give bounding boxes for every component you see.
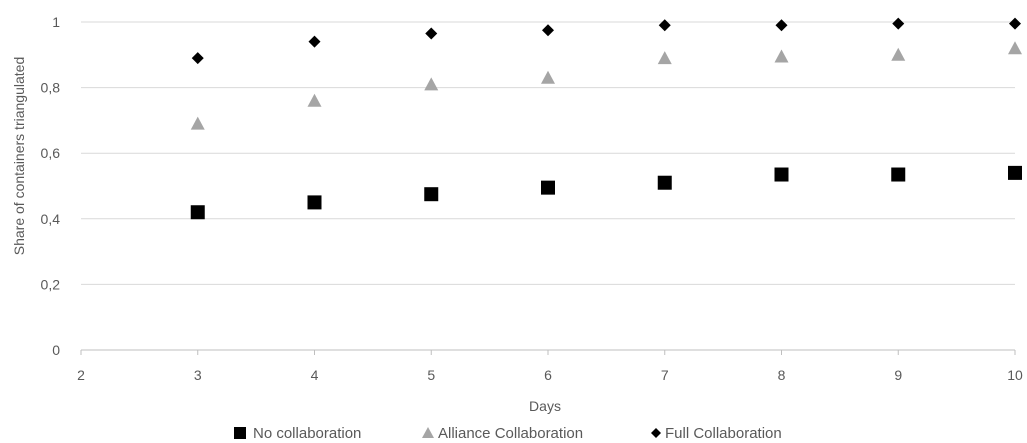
x-axis-title: Days [529,398,561,414]
x-tick-label: 8 [778,367,786,383]
data-point-triangle [307,93,322,107]
data-point-square [1008,165,1022,180]
data-point-diamond [775,19,788,32]
data-point-diamond [1009,17,1021,30]
legend-label: Alliance Collaboration [438,425,583,442]
x-tick-label: 3 [194,367,202,383]
x-tick-label: 6 [544,367,552,383]
data-point-triangle [657,51,672,65]
legend: No collaboration Alliance Collaboration Fu… [234,425,782,442]
gridlines [81,21,1015,285]
data-point-diamond [892,17,905,30]
data-point-square [541,180,555,195]
x-tick-label: 4 [311,367,319,383]
data-point-diamond [425,27,438,40]
data-point-diamond [658,19,671,32]
x-tick-label: 7 [661,367,669,383]
x-tick-labels: 2 3 4 5 6 7 8 9 10 [77,367,1023,383]
legend-item: Alliance Collaboration [422,425,583,442]
data-point-diamond [308,35,321,48]
legend-label: Full Collaboration [665,425,782,442]
legend-item: No collaboration [234,425,361,442]
y-tick-label: 0,2 [41,276,61,292]
y-tick-label: 0,4 [41,211,61,227]
data-point-triangle [891,47,906,61]
series-square [190,165,1022,220]
data-point-square [424,187,439,202]
x-tick-label: 5 [427,367,435,383]
y-tick-label: 1 [52,14,60,30]
legend-diamond-icon [651,428,661,438]
y-tick-labels: 0 0,2 0,4 0,6 0,8 1 [41,14,61,358]
data-point-square [307,195,322,210]
y-tick-label: 0,8 [41,80,61,96]
data-points [190,17,1022,220]
data-point-triangle [541,70,555,84]
legend-item: Full Collaboration [651,425,782,442]
y-tick-label: 0,6 [41,145,61,161]
x-tick-label: 9 [894,367,902,383]
data-point-triangle [1008,41,1022,55]
data-point-square [774,167,789,182]
data-point-diamond [191,52,204,65]
series-diamond [191,17,1021,65]
y-axis-title: Share of containers triangulated [11,57,27,255]
y-tick-label: 0 [52,342,60,358]
x-tick-label: 10 [1007,367,1023,383]
legend-label: No collaboration [253,425,361,442]
series-triangle [190,41,1022,130]
data-point-triangle [774,49,789,63]
legend-square-icon [234,427,246,439]
data-point-diamond [542,24,554,37]
axes [80,349,1016,355]
legend-triangle-icon [422,427,434,438]
x-tick-label: 2 [77,367,85,383]
data-point-triangle [424,77,439,91]
data-point-square [190,205,205,220]
data-point-square [657,175,672,190]
data-point-triangle [190,116,205,130]
data-point-square [891,167,906,182]
